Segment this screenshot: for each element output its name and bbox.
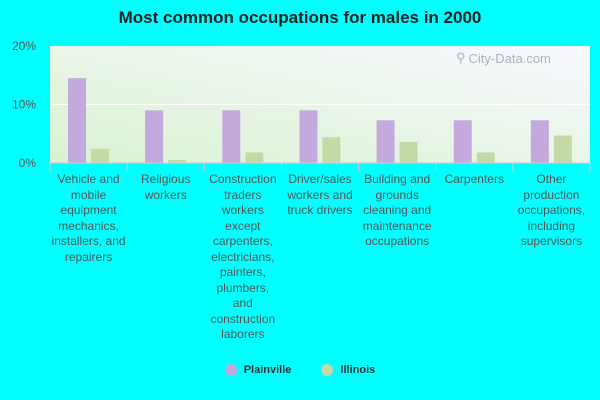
category-label: Religious workers xyxy=(141,172,191,202)
legend-label: Illinois xyxy=(340,364,376,376)
bar-plainville-2 xyxy=(222,110,241,163)
legend: Plainville Illinois xyxy=(0,364,600,376)
legend-label: Plainville xyxy=(243,364,292,376)
category-label: Carpenters xyxy=(444,172,504,186)
bar-illinois-6 xyxy=(553,135,572,163)
bar-plainville-0 xyxy=(68,78,86,163)
category-label: Building and grounds cleaning and mainte… xyxy=(362,172,432,248)
bar-plainville-5 xyxy=(453,120,472,163)
bar-illinois-3 xyxy=(322,137,341,163)
bar-plainville-4 xyxy=(376,120,395,163)
watermark: ⚲ City-Data.com xyxy=(456,50,551,66)
bar-plainville-1 xyxy=(145,110,164,163)
y-tick-label: 10% xyxy=(12,98,36,112)
search-icon: ⚲ xyxy=(456,50,466,65)
category-label: Vehicle and mobile equipment mechanics, … xyxy=(51,172,126,264)
bar-illinois-1 xyxy=(168,160,187,163)
chart-title: Most common occupations for males in 200… xyxy=(118,8,482,27)
legend-item: Illinois xyxy=(321,364,375,376)
bar-illinois-4 xyxy=(399,141,418,163)
bar-plainville-6 xyxy=(530,120,549,163)
category-label: Driver/sales workers and truck drivers xyxy=(287,172,353,217)
bar-plainville-3 xyxy=(299,110,318,163)
legend-swatch xyxy=(224,364,237,376)
watermark-text: City-Data.com xyxy=(468,50,551,66)
legend-item: Plainville xyxy=(224,364,292,376)
category-label: Construction traders workers except carp… xyxy=(209,172,277,341)
bar-illinois-5 xyxy=(476,152,495,163)
y-tick-label: 20% xyxy=(12,39,36,53)
legend-swatch xyxy=(321,364,334,376)
bar-illinois-0 xyxy=(91,148,109,163)
category-label: Other production occupations, including … xyxy=(517,172,586,248)
bar-illinois-2 xyxy=(245,152,264,163)
y-tick-label: 0% xyxy=(19,156,37,170)
